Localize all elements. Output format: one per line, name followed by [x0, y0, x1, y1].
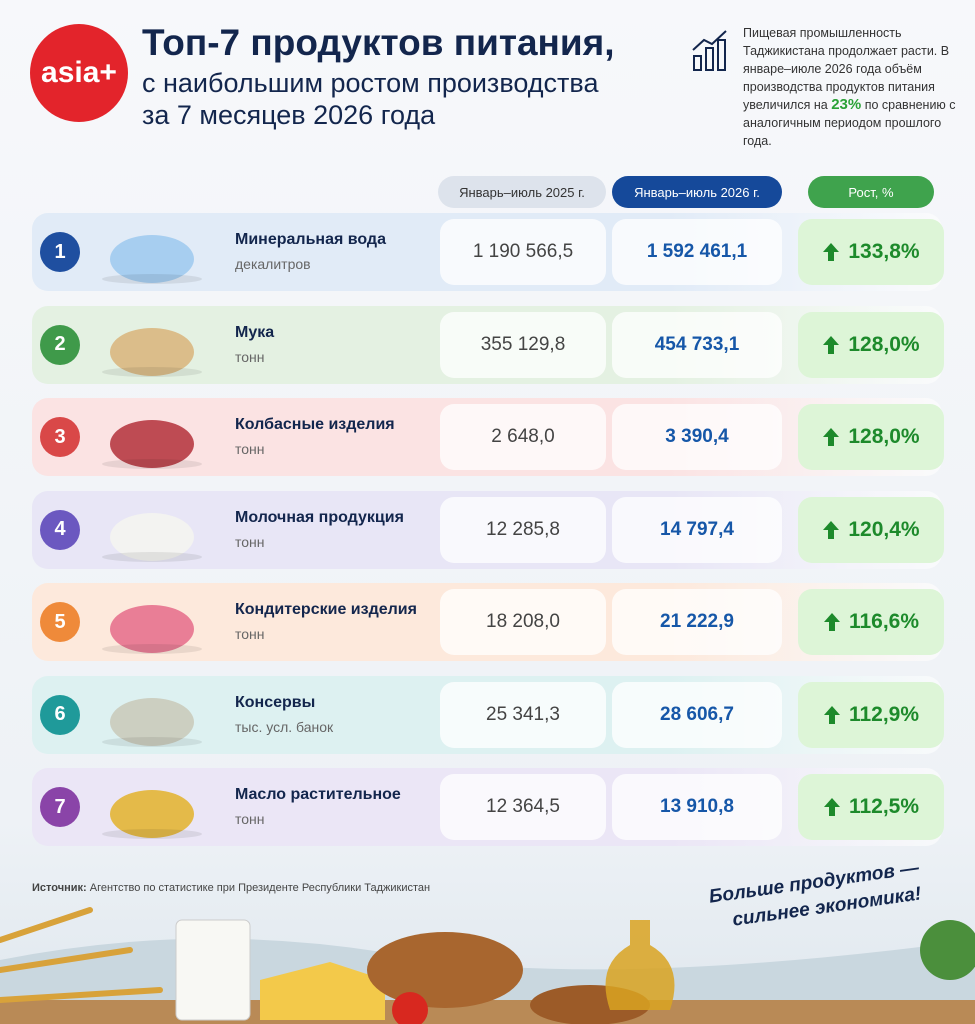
rank-badge: 7	[40, 787, 80, 827]
value-2025: 18 208,0	[440, 589, 606, 655]
subtitle: с наибольшим ростом производства	[142, 68, 599, 98]
value-2026: 28 606,7	[612, 681, 782, 748]
up-arrow	[823, 705, 840, 724]
value-2025: 1 190 566,5	[440, 219, 606, 285]
product-unit: тонн	[235, 626, 265, 642]
value-2026: 13 910,8	[612, 774, 782, 840]
value-2026: 21 222,9	[612, 589, 782, 655]
value-2025: 2 648,0	[440, 404, 606, 470]
product-unit: декалитров	[235, 256, 311, 272]
value-2026: 14 797,4	[612, 496, 782, 563]
rank-badge: 3	[40, 417, 80, 457]
up-arrow	[823, 798, 840, 816]
growth-cell: 128,0%	[798, 311, 944, 378]
source-label: Источник:	[32, 882, 87, 894]
growth-value: 112,5%	[848, 795, 920, 818]
column-header: Рост, %	[808, 176, 934, 208]
food-illustration	[0, 907, 975, 1024]
growth-value: 133,8%	[848, 240, 920, 263]
product-unit: тонн	[235, 533, 265, 550]
value-2026: 454 733,1	[612, 311, 782, 378]
growth-cell: 112,5%	[798, 774, 944, 840]
growth-value: 128,0%	[848, 425, 920, 448]
growth-cell: 133,8%	[798, 219, 944, 285]
rank-badge: 5	[40, 602, 80, 642]
source: Источник: Агентство по статистике при Пр…	[32, 882, 430, 894]
product-unit: тыс. усл. банок	[235, 718, 334, 735]
growth-icon	[692, 30, 727, 71]
table-row: 2 Мука тонн 355 129,8 454 733,1 128,0%	[32, 305, 944, 384]
up-arrow	[823, 428, 840, 446]
growth-value: 112,9%	[848, 702, 920, 726]
product-unit: тонн	[235, 348, 265, 365]
note-highlight: 23%	[831, 96, 862, 113]
product-image	[102, 235, 202, 284]
product-name: Консервы	[235, 693, 316, 711]
product-name: Колбасные изделия	[235, 416, 395, 433]
value-2025: 355 129,8	[440, 311, 606, 378]
product-name: Кондитерские изделия	[235, 601, 417, 618]
note-text: Пищевая промышленность Таджикистана прод…	[743, 26, 950, 112]
up-arrow	[823, 520, 840, 539]
table-row: 1 Минеральная вода декалитров 1 190 566,5 1 …	[32, 213, 944, 291]
note-text: по сравнению с аналогичным периодом прош…	[743, 98, 956, 148]
table-row: 3 Колбасные изделия тонн 2 648,0 3 390,4 128,…	[32, 398, 944, 476]
product-image	[102, 512, 202, 562]
rank-badge: 2	[40, 324, 80, 365]
product-image	[102, 605, 202, 654]
growth-value: 128,0%	[848, 332, 920, 356]
value-2025: 12 364,5	[440, 774, 606, 840]
source-text: Агентство по статистике при Президенте Р…	[89, 882, 431, 894]
product-name: Масло растительное	[235, 786, 401, 803]
up-arrow	[823, 335, 840, 354]
logo: asia+	[30, 24, 128, 122]
up-arrow	[823, 613, 840, 631]
growth-cell: 112,9%	[798, 681, 944, 748]
product-image	[102, 327, 202, 377]
subtitle: за 7 месяцев 2026 года	[142, 100, 436, 130]
product-name: Мука	[235, 323, 275, 341]
value-2025: 12 285,8	[440, 496, 606, 563]
table-row: 6 Консервы тыс. усл. банок 25 341,3 28 606,7…	[32, 675, 944, 754]
rank-badge: 6	[40, 694, 80, 735]
up-arrow	[823, 243, 840, 261]
table-row: 4 Молочная продукция тонн 12 285,8 14 797,4 1…	[32, 490, 944, 569]
product-image	[102, 790, 202, 839]
table-row: 7 Масло растительное тонн 12 364,5 13 910,8 1…	[32, 768, 944, 846]
product-image	[102, 420, 202, 469]
product-unit: тонн	[235, 441, 265, 457]
growth-cell: 116,6%	[798, 589, 944, 655]
growth-cell: 120,4%	[798, 496, 944, 563]
product-unit: тонн	[235, 811, 265, 827]
value-2026: 1 592 461,1	[612, 219, 782, 285]
rank-badge: 1	[40, 232, 80, 272]
product-name: Молочная продукция	[235, 508, 404, 526]
column-header: Январь–июль 2025 г.	[438, 176, 606, 208]
product-name: Минеральная вода	[235, 231, 386, 248]
product-image	[102, 697, 202, 747]
growth-cell: 128,0%	[798, 404, 944, 470]
title: Топ-7 продуктов питания,	[142, 22, 615, 63]
column-header: Январь–июль 2026 г.	[612, 176, 782, 208]
value-2025: 25 341,3	[440, 681, 606, 748]
growth-value: 120,4%	[848, 517, 920, 541]
note: Пищевая промышленность Таджикистана прод…	[743, 24, 958, 150]
value-2026: 3 390,4	[612, 404, 782, 470]
rank-badge: 4	[40, 509, 80, 550]
table-row: 5 Кондитерские изделия тонн 18 208,0 21 222,…	[32, 583, 944, 661]
growth-value: 116,6%	[848, 610, 920, 633]
